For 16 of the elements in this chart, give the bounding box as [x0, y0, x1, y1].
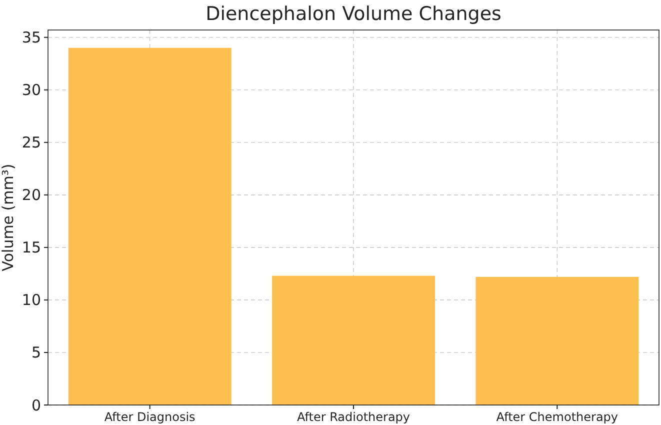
y-tick-label: 20: [22, 186, 41, 204]
bar: [272, 276, 435, 405]
y-tick-label: 15: [22, 238, 41, 257]
x-tick-label: After Radiotherapy: [296, 410, 410, 424]
y-axis-title: Volume (mm³): [0, 164, 17, 272]
y-tick-label: 0: [31, 396, 41, 414]
x-tick-label: After Diagnosis: [104, 410, 196, 424]
y-tick-label: 10: [22, 291, 41, 310]
chart-title: Diencephalon Volume Changes: [206, 3, 502, 25]
bar: [68, 48, 232, 405]
y-tick-label: 25: [22, 134, 41, 152]
y-tick-label: 35: [22, 28, 41, 47]
y-tick-label: 5: [31, 344, 41, 362]
y-tick-label: 30: [22, 81, 41, 100]
x-tick-label: After Chemotherapy: [496, 410, 618, 424]
bar: [476, 276, 639, 405]
